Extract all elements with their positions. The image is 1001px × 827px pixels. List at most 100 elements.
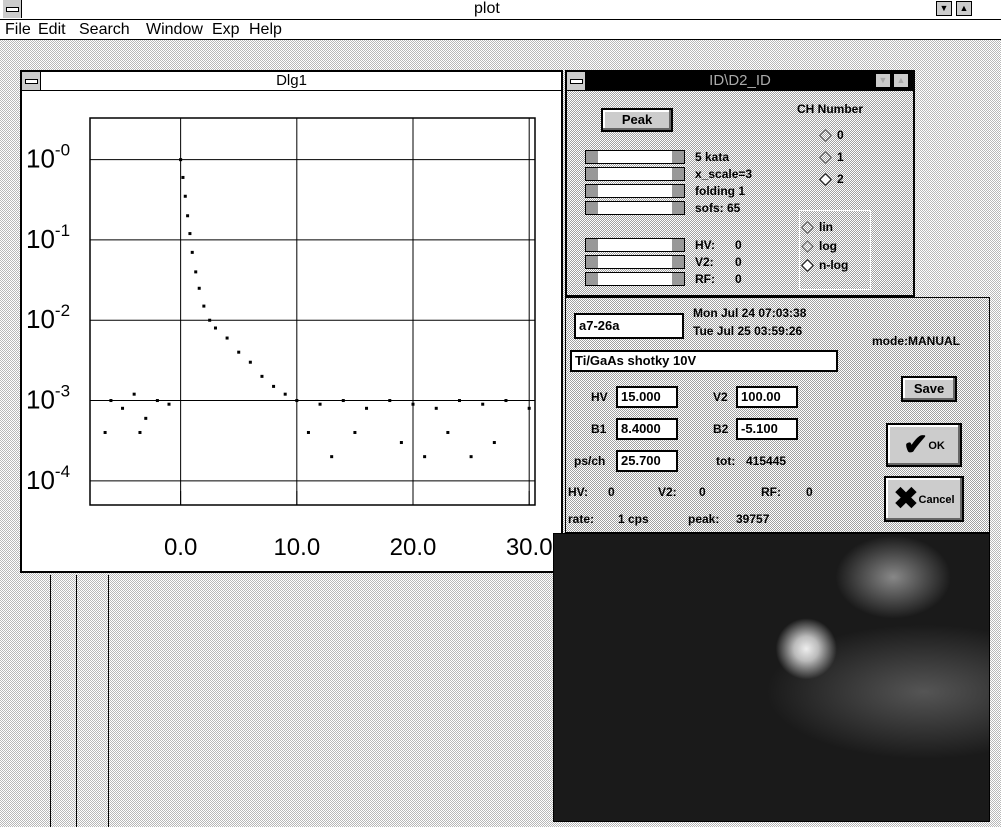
data-point (388, 399, 391, 402)
data-point (194, 270, 197, 273)
data-point (198, 287, 201, 290)
data-point (144, 417, 147, 420)
comment-field[interactable]: Ti/GaAs shotky 10V (570, 350, 838, 372)
background-panel (50, 575, 77, 827)
plot-title: Dlg1 (276, 72, 307, 89)
status-value: 0 (699, 485, 706, 499)
data-point (504, 399, 507, 402)
cancel-button[interactable]: ✖Cancel (884, 476, 964, 522)
chart: 10-010-110-210-310-40.010.020.030.0 (22, 90, 561, 571)
data-point (186, 214, 189, 217)
peak-value: 39757 (736, 512, 769, 526)
data-point (133, 393, 136, 396)
mode: mode:MANUAL (872, 334, 960, 348)
radio-label: 1 (837, 150, 844, 164)
y-tick-label: 10-0 (26, 141, 70, 174)
menu-item[interactable]: Exp (212, 20, 240, 39)
radio-button[interactable] (819, 173, 832, 186)
voltage-value: 0 (735, 238, 742, 252)
ok-label: OK (928, 440, 945, 452)
y-tick-label: 10-4 (26, 462, 70, 495)
data-point (493, 441, 496, 444)
y-tick-label: 10-3 (26, 382, 70, 415)
data-point (191, 251, 194, 254)
field-label: ps/ch (574, 454, 605, 468)
slider-label: x_scale=3 (695, 167, 752, 181)
rate-label: rate: (568, 512, 594, 526)
status-label: V2: (658, 485, 677, 499)
data-point (284, 393, 287, 396)
maximize-button[interactable]: ▲ (893, 73, 909, 88)
camera-image (553, 533, 990, 822)
system-menu[interactable] (22, 72, 41, 90)
data-point (109, 399, 112, 402)
data-point (181, 176, 184, 179)
data-point (307, 431, 310, 434)
main-title-bar: plot ▼ ▲ (0, 0, 1001, 20)
data-point (528, 407, 531, 410)
main-title: plot (474, 0, 500, 18)
menu-bar: File Edit Search Window Exp Help (0, 20, 1001, 40)
menu-item[interactable]: Window (146, 20, 203, 39)
menu-item[interactable]: Help (249, 20, 282, 39)
status-label: HV: (568, 485, 588, 499)
y-tick-label: 10-2 (26, 301, 70, 334)
radio-label: 2 (837, 172, 844, 186)
ok-button[interactable]: ✔OK (886, 423, 962, 467)
start-time: Mon Jul 24 07:03:38 (693, 306, 806, 320)
minimize-button[interactable]: ▼ (936, 1, 952, 16)
x-tick-label: 0.0 (164, 534, 197, 561)
field-label: HV (591, 390, 608, 404)
total-label: tot: (716, 454, 735, 468)
maximize-button[interactable]: ▲ (956, 1, 972, 16)
x-tick-label: 10.0 (273, 534, 320, 561)
field-label: B2 (713, 422, 728, 436)
data-point (458, 399, 461, 402)
save-button[interactable]: Save (901, 376, 957, 402)
data-point (446, 431, 449, 434)
data-point (412, 403, 415, 406)
voltage-value: 0 (735, 255, 742, 269)
data-point (342, 399, 345, 402)
id-title-bar: ID\D2_ID ▼▲ (567, 72, 913, 91)
cancel-label: Cancel (919, 494, 955, 506)
x-tick-label: 30.0 (506, 534, 553, 561)
minimize-button[interactable]: ▼ (875, 73, 891, 88)
system-menu[interactable] (567, 72, 586, 90)
field-value[interactable]: 15.000 (616, 386, 678, 408)
data-point (260, 375, 263, 378)
data-point (226, 337, 229, 340)
data-point (179, 158, 182, 161)
peak-button[interactable]: Peak (601, 108, 673, 132)
data-point (365, 407, 368, 410)
voltage-label: HV: (695, 238, 715, 252)
field-label: B1 (591, 422, 606, 436)
field-value[interactable]: 25.700 (616, 450, 678, 472)
sample-field[interactable]: a7-26a (574, 313, 684, 339)
data-point (188, 232, 191, 235)
menu-item[interactable]: Search (79, 20, 130, 39)
data-point (470, 455, 473, 458)
menu-item[interactable]: Edit (38, 20, 66, 39)
field-value[interactable]: 100.00 (736, 386, 798, 408)
radio-button[interactable] (819, 151, 832, 164)
data-point (400, 441, 403, 444)
field-label: V2 (713, 390, 728, 404)
menu-item[interactable]: File (5, 20, 31, 39)
field-value[interactable]: -5.100 (736, 418, 798, 440)
data-point (104, 431, 107, 434)
system-menu[interactable] (3, 0, 22, 18)
voltage-label: V2: (695, 255, 714, 269)
end-time: Tue Jul 25 03:59:26 (693, 324, 802, 338)
voltage-label: RF: (695, 272, 715, 286)
info-panel: a7-26a Mon Jul 24 07:03:38 Tue Jul 25 03… (565, 297, 990, 533)
data-point (138, 431, 141, 434)
slider-label: folding 1 (695, 184, 745, 198)
data-point (184, 195, 187, 198)
background-panel (108, 575, 109, 827)
data-point (295, 399, 298, 402)
radio-button[interactable] (819, 129, 832, 142)
field-value[interactable]: 8.4000 (616, 418, 678, 440)
voltage-value: 0 (735, 272, 742, 286)
